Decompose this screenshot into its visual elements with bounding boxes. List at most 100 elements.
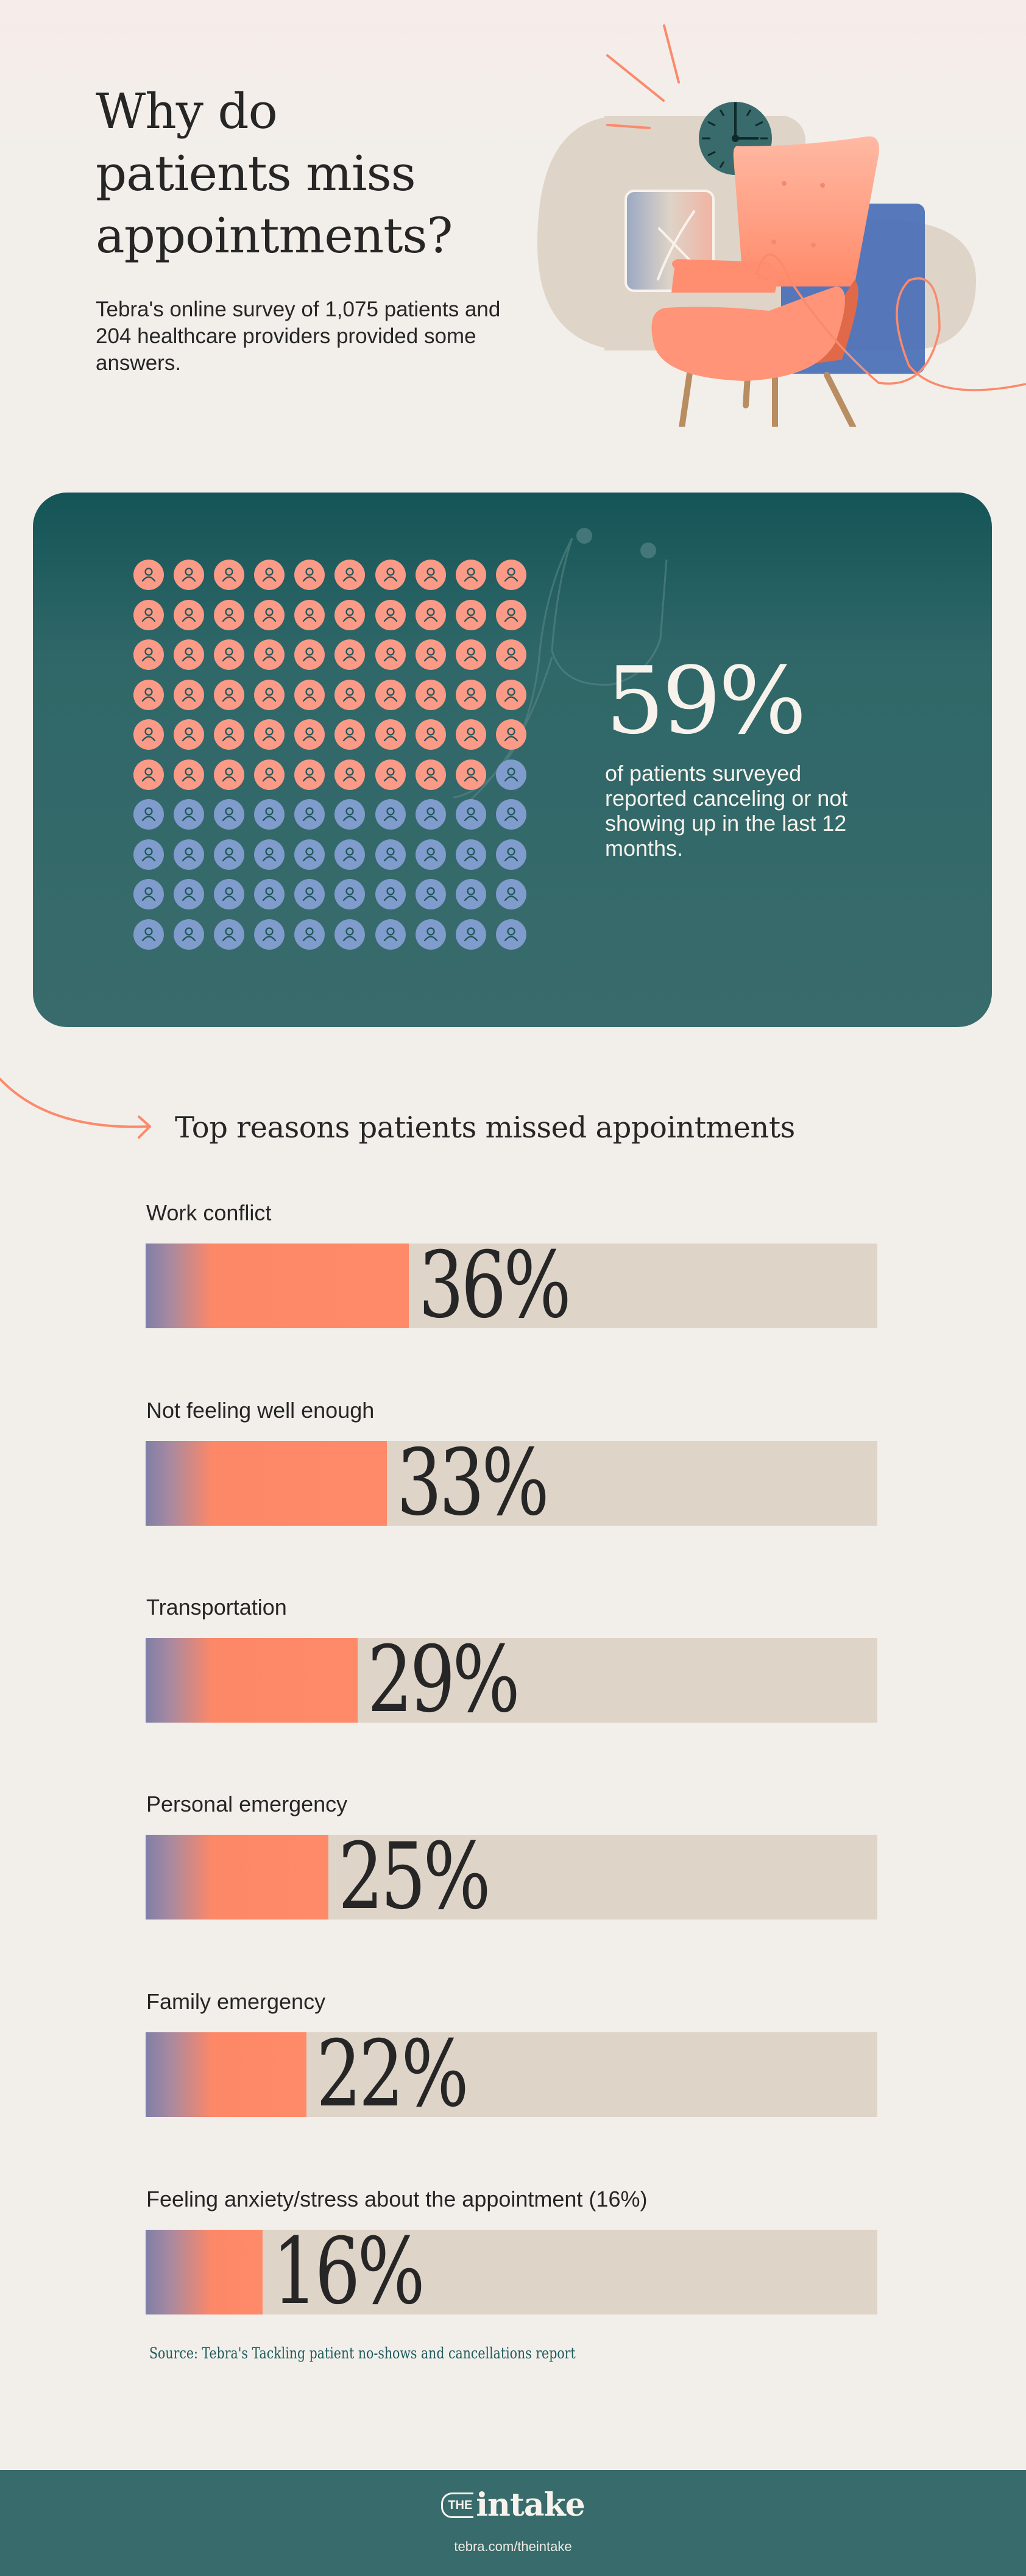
- person-icon: [455, 919, 486, 950]
- person-icon: [495, 919, 526, 950]
- subtitle: Tebra's online survey of 1,075 patients …: [96, 297, 501, 375]
- person-icon: [133, 919, 164, 950]
- bar-fill: [146, 2032, 306, 2117]
- title-line-3: appointments?: [96, 207, 453, 264]
- person-icon: [334, 719, 366, 750]
- person-icon: [455, 799, 486, 830]
- person-icon: [214, 560, 245, 590]
- person-icon: [294, 599, 325, 630]
- person-icon: [133, 599, 164, 630]
- reason-label: Not feeling well enough: [146, 1398, 375, 1423]
- reason-label: Family emergency: [146, 1989, 326, 2014]
- stat-card: 59% of patients surveyed reported cancel…: [33, 493, 992, 1027]
- person-icon: [254, 879, 285, 909]
- person-icon: [133, 759, 164, 790]
- person-icon: [254, 639, 285, 670]
- person-icon: [455, 719, 486, 750]
- bar-track: 16%: [146, 2226, 877, 2318]
- person-icon: [294, 560, 325, 590]
- section-title: Top reasons patients missed appointments: [175, 1111, 795, 1145]
- stat-description: of patients surveyed reported canceling …: [605, 761, 848, 861]
- person-icon: [214, 639, 245, 670]
- bar-fill: [146, 1638, 358, 1723]
- person-icon: [133, 799, 164, 830]
- person-icon: [455, 639, 486, 670]
- person-icon: [495, 719, 526, 750]
- title-line-2: patients miss: [96, 145, 416, 202]
- reason-label: Personal emergency: [146, 1791, 348, 1816]
- person-icon: [214, 719, 245, 750]
- person-icon: [495, 560, 526, 590]
- person-icon: [375, 679, 406, 710]
- person-icon: [455, 599, 486, 630]
- person-icon: [294, 679, 325, 710]
- person-icon: [495, 679, 526, 710]
- person-icon: [214, 759, 245, 790]
- people-waffle-grid: [133, 560, 536, 950]
- person-icon: [334, 560, 366, 590]
- person-icon: [415, 839, 446, 870]
- person-icon: [415, 719, 446, 750]
- person-icon: [415, 560, 446, 590]
- person-icon: [174, 719, 205, 750]
- person-icon: [334, 679, 366, 710]
- bar-value: 25%: [338, 1824, 491, 1930]
- person-icon: [495, 799, 526, 830]
- footer-url-link[interactable]: tebra.com/theintake: [454, 2539, 572, 2554]
- bar-value: 36%: [419, 1233, 571, 1339]
- person-icon: [133, 839, 164, 870]
- person-icon: [133, 879, 164, 909]
- the-intake-logo[interactable]: THE intake: [0, 2488, 1026, 2527]
- person-icon: [455, 759, 486, 790]
- bar-track: 22%: [146, 2029, 877, 2120]
- person-icon: [133, 560, 164, 590]
- person-icon: [294, 759, 325, 790]
- person-icon: [495, 879, 526, 909]
- page-title: Why do patients miss appointments?: [96, 80, 534, 267]
- person-icon: [294, 839, 325, 870]
- person-icon: [133, 679, 164, 710]
- person-icon: [294, 919, 325, 950]
- reason-label: Feeling anxiety/stress about the appoint…: [146, 2186, 648, 2211]
- person-icon: [375, 759, 406, 790]
- person-icon: [375, 799, 406, 830]
- person-icon: [294, 719, 325, 750]
- curved-arrow-icon: [0, 1078, 151, 1139]
- person-icon: [214, 799, 245, 830]
- bar-value: 16%: [272, 2219, 425, 2325]
- person-icon: [334, 799, 366, 830]
- person-icon: [415, 679, 446, 710]
- person-icon: [174, 879, 205, 909]
- bar-track: 29%: [146, 1634, 877, 1726]
- bar-track: 33%: [146, 1437, 877, 1529]
- person-icon: [174, 919, 205, 950]
- person-icon: [375, 839, 406, 870]
- person-icon: [214, 919, 245, 950]
- person-icon: [254, 919, 285, 950]
- person-icon: [375, 639, 406, 670]
- bar-fill: [146, 1441, 387, 1526]
- bar-value: 29%: [367, 1627, 520, 1733]
- logo-intake: intake: [476, 2486, 585, 2524]
- person-icon: [375, 719, 406, 750]
- person-icon: [254, 799, 285, 830]
- person-icon: [254, 679, 285, 710]
- person-icon: [334, 839, 366, 870]
- person-icon: [455, 879, 486, 909]
- person-icon: [375, 560, 406, 590]
- person-icon: [495, 639, 526, 670]
- person-icon: [174, 799, 205, 830]
- stat-value: 59%: [606, 647, 807, 755]
- person-icon: [455, 560, 486, 590]
- person-icon: [133, 639, 164, 670]
- bar-value: 33%: [397, 1430, 550, 1536]
- person-icon: [294, 639, 325, 670]
- person-icon: [254, 599, 285, 630]
- person-icon: [254, 759, 285, 790]
- person-icon: [415, 599, 446, 630]
- person-icon: [174, 639, 205, 670]
- person-icon: [334, 599, 366, 630]
- person-icon: [254, 719, 285, 750]
- person-icon: [495, 599, 526, 630]
- person-icon: [174, 560, 205, 590]
